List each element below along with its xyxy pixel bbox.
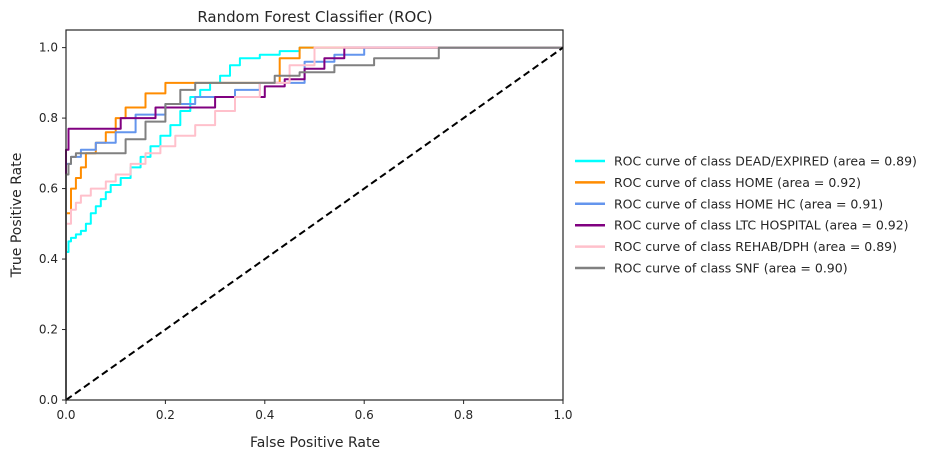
roc-curve-3 <box>65 46 563 400</box>
x-tick-label: 0.6 <box>355 408 374 422</box>
y-tick-label: 0.8 <box>39 111 58 125</box>
chart-title: Random Forest Classifier (ROC) <box>197 8 432 26</box>
legend-entry-label: ROC curve of class HOME (area = 0.92) <box>614 175 861 190</box>
y-axis-label: True Positive Rate <box>9 153 25 279</box>
x-tick-label: 0.8 <box>454 408 473 422</box>
y-tick-label: 1.0 <box>39 41 58 55</box>
x-tick-label: 0.0 <box>56 408 75 422</box>
roc-curve-5 <box>65 46 563 400</box>
roc-curve-4 <box>65 46 563 400</box>
y-tick-label: 0.6 <box>39 182 58 196</box>
legend-entry-label: ROC curve of class HOME HC (area = 0.91) <box>614 196 883 211</box>
x-axis-ticks: 0.0 0.2 0.4 0.6 0.8 1.0 <box>56 400 573 422</box>
chance-diagonal-line <box>65 46 564 401</box>
legend-entry-label: ROC curve of class LTC HOSPITAL (area = … <box>614 218 909 233</box>
y-tick-label: 0.2 <box>39 323 58 337</box>
legend-entry-label: ROC curve of class DEAD/EXPIRED (area = … <box>614 154 917 169</box>
x-tick-label: 0.4 <box>255 408 274 422</box>
y-tick-label: 0.4 <box>39 252 58 266</box>
legend-entry-label: ROC curve of class REHAB/DPH (area = 0.8… <box>614 239 897 254</box>
legend-entry-label: ROC curve of class SNF (area = 0.90) <box>614 261 848 276</box>
x-axis-label: False Positive Rate <box>250 435 380 451</box>
plot-frame <box>65 29 564 401</box>
plot-curves <box>65 46 564 401</box>
y-tick-label: 0.0 <box>39 393 58 407</box>
x-tick-label: 0.2 <box>156 408 175 422</box>
x-tick-label: 1.0 <box>553 408 572 422</box>
legend: ROC curve of class DEAD/EXPIRED (area = … <box>575 154 917 276</box>
y-axis-ticks: 0.0 0.2 0.4 0.6 0.8 1.0 <box>39 41 66 407</box>
